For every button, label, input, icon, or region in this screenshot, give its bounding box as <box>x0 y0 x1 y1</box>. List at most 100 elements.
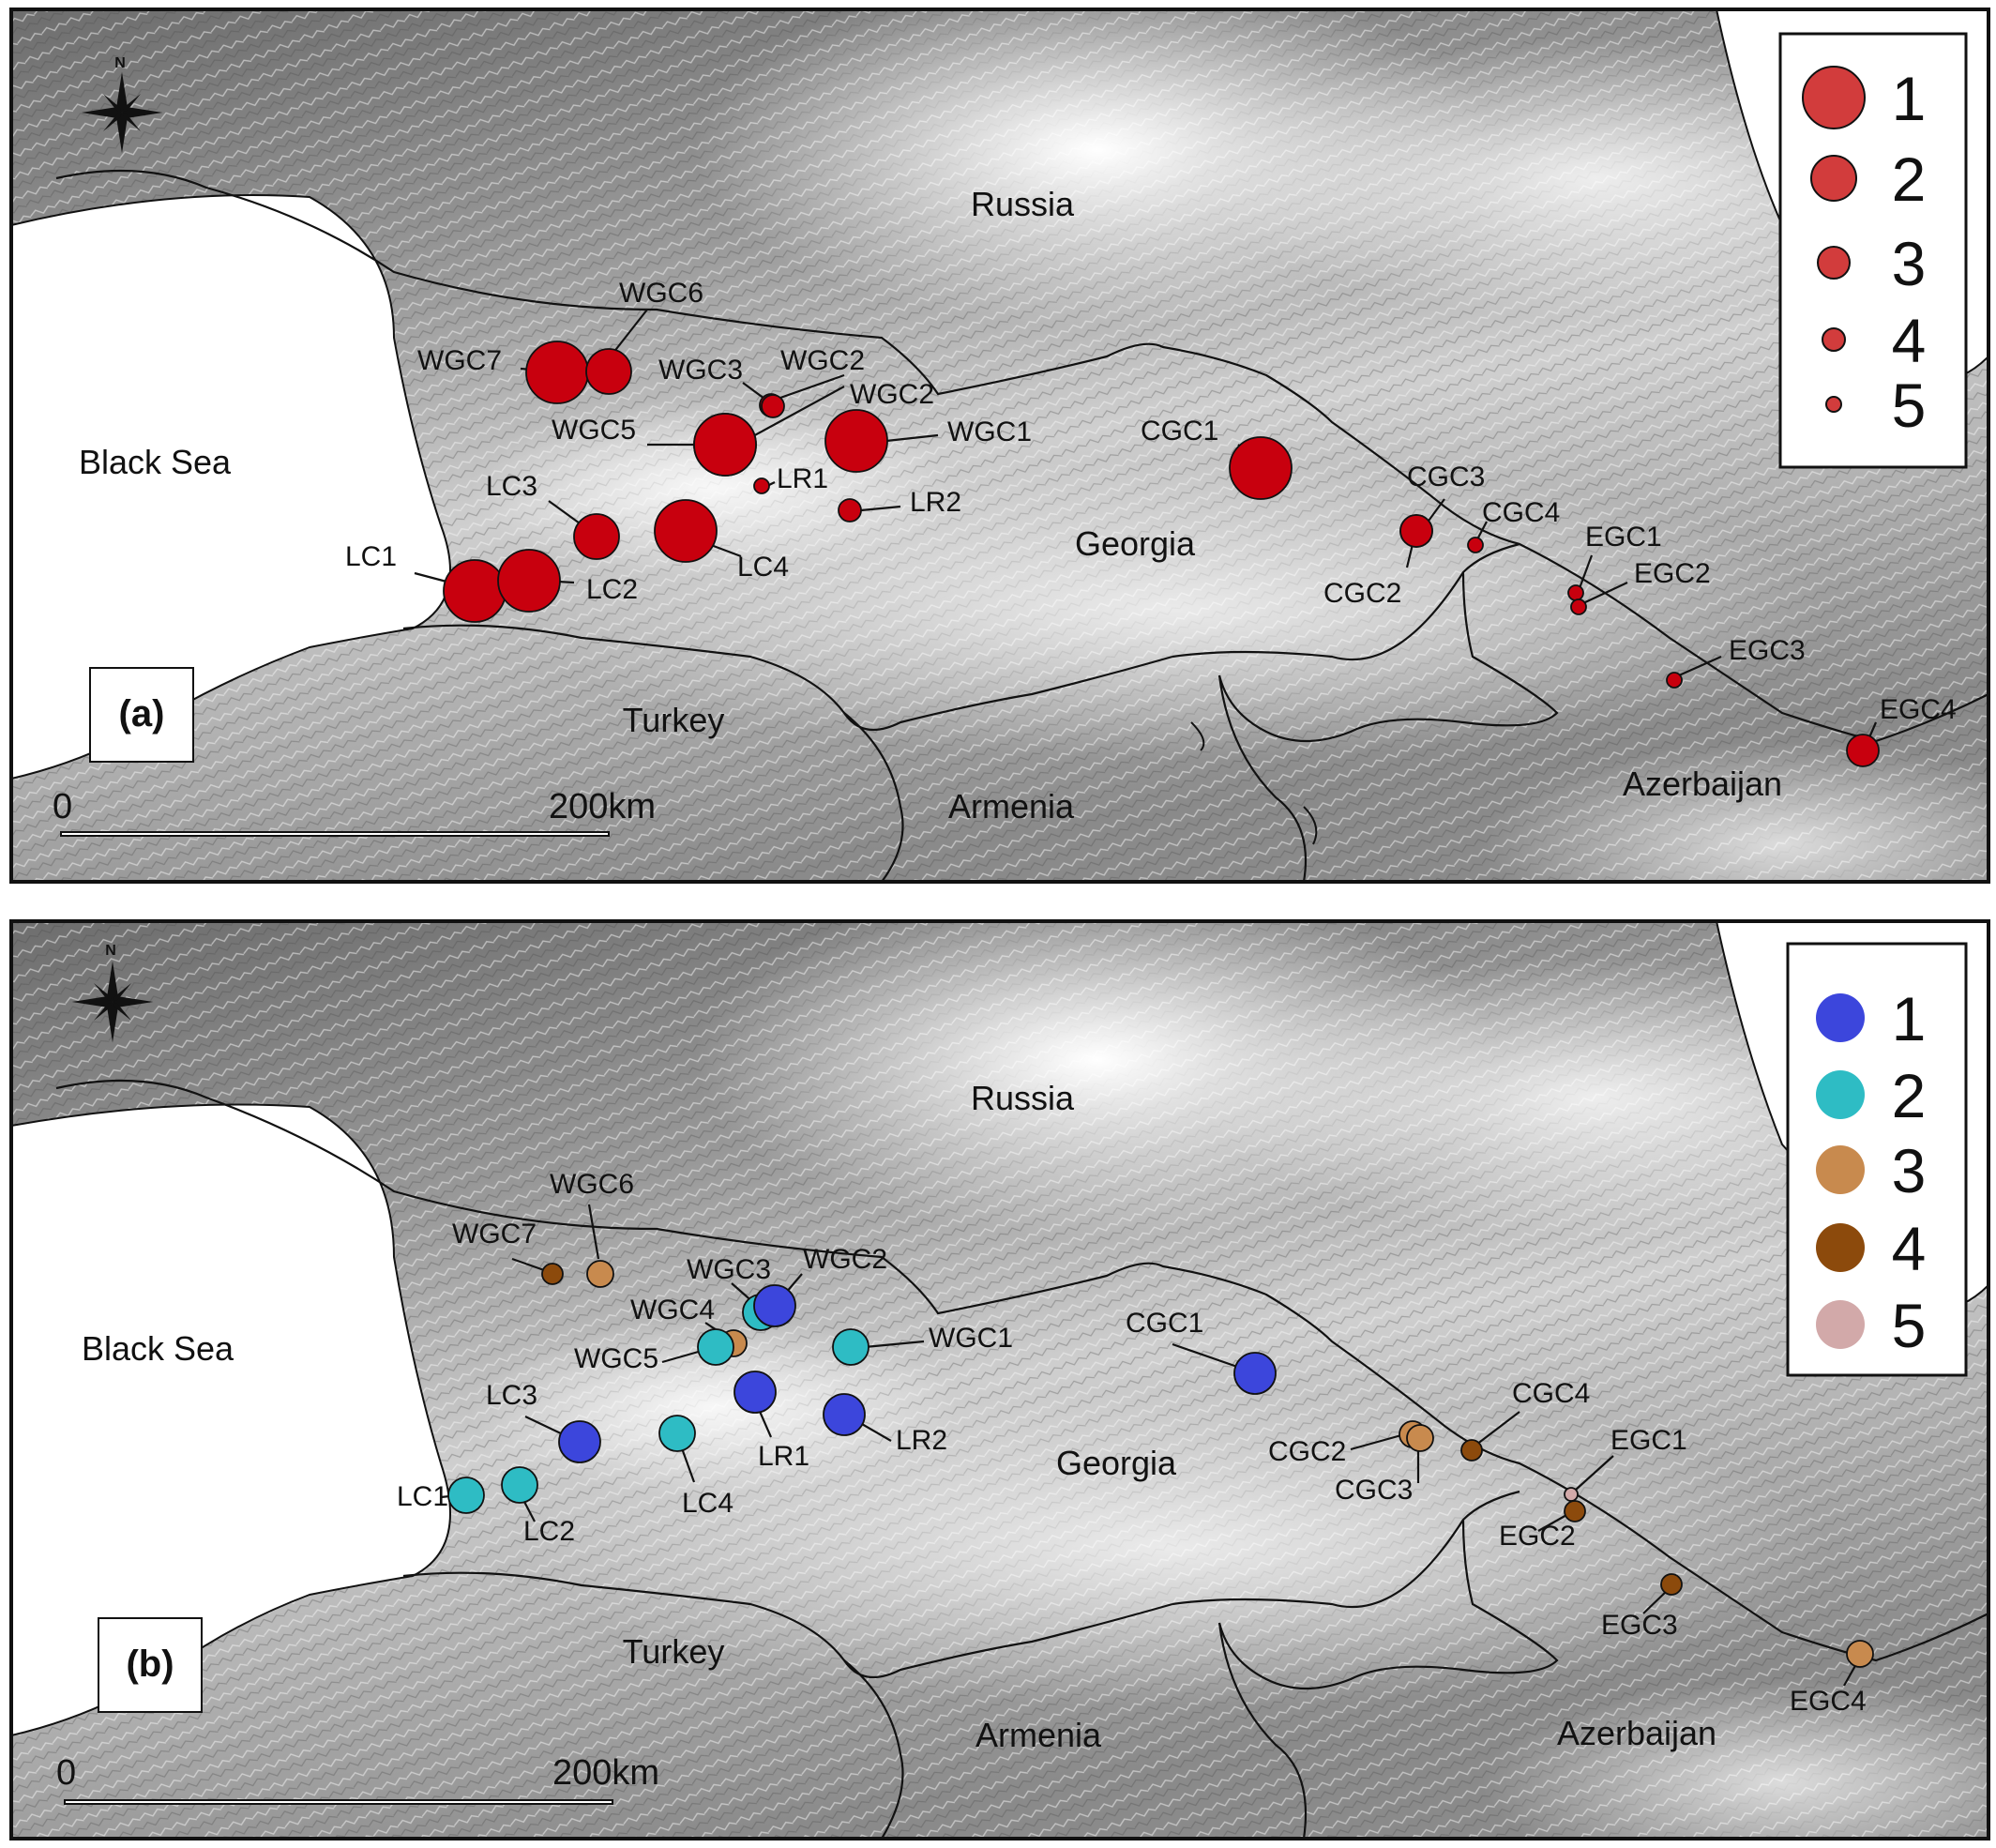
site-leader-line <box>1678 655 1722 677</box>
site-label: CGC2 <box>1323 578 1401 609</box>
site-leader-line <box>1575 1455 1614 1491</box>
site-leader-line <box>1476 521 1488 540</box>
legend-label: 1 <box>1892 984 1927 1053</box>
legend-marker <box>1816 1145 1865 1194</box>
site-leader-line <box>1172 1342 1241 1370</box>
site-wgc2: WGC2 <box>753 1244 887 1327</box>
panel-tag-a: (a) <box>119 693 165 735</box>
site-egc2: EGC2 <box>1499 1500 1586 1552</box>
site-marker <box>1570 598 1587 615</box>
site-leader-line <box>1350 1433 1402 1451</box>
site-label: WGC2 <box>803 1244 887 1275</box>
site-label: WGC1 <box>947 417 1032 447</box>
legend-box-b <box>1786 942 1968 1377</box>
site-label: WGC4 <box>630 1295 715 1325</box>
scale-bar-a: 0 200km <box>53 787 656 837</box>
site-label: WGC3 <box>687 1254 771 1285</box>
site-marker <box>1229 436 1293 500</box>
site-marker <box>1399 514 1433 548</box>
site-marker <box>1846 734 1880 767</box>
legend-marker <box>1816 993 1865 1042</box>
scale-end-a: 200km <box>549 787 656 826</box>
site-cgc4: CGC4 <box>1460 1378 1590 1462</box>
legend-marker <box>1825 396 1842 413</box>
site-marker <box>658 1415 696 1452</box>
site-marker <box>1567 584 1584 601</box>
site-cgc1: CGC1 <box>1126 1308 1277 1395</box>
legend-label: 3 <box>1892 229 1927 298</box>
scale-start-a: 0 <box>53 787 72 826</box>
site-leader-line <box>1578 554 1594 589</box>
site-label: CGC1 <box>1141 416 1218 447</box>
site-marker <box>761 394 785 418</box>
site-egc4: EGC4 <box>1846 694 1957 767</box>
site-label: CGC2 <box>1268 1436 1346 1467</box>
site-marker <box>1460 1439 1483 1462</box>
site-egc2: EGC2 <box>1570 558 1711 615</box>
legend-label: 4 <box>1892 1214 1927 1283</box>
site-label: LR2 <box>910 487 961 518</box>
site-wgc7: WGC7 <box>452 1219 564 1285</box>
site-label: LC4 <box>682 1488 733 1519</box>
site-marker <box>1564 1487 1579 1502</box>
place-turkey: Turkey <box>623 1632 725 1671</box>
legend-marker <box>1810 155 1857 202</box>
legend-entry: 1 <box>1802 64 1926 133</box>
panel-tag-b: (b) <box>126 1644 174 1685</box>
border-georgia-turkey-b <box>402 1571 1173 1679</box>
border-georgia-azerbaijan-b <box>1172 1490 1559 1690</box>
site-wgc1: WGC1 <box>824 409 1032 473</box>
legend-marker <box>1822 327 1846 352</box>
north-arrow-icon: N <box>81 55 163 154</box>
site-marker <box>693 413 757 477</box>
terrain-b <box>11 921 1988 1839</box>
site-marker <box>753 477 770 494</box>
north-label: N <box>114 55 126 71</box>
legend-label: 4 <box>1892 306 1927 375</box>
site-label: WGC7 <box>417 345 502 376</box>
site-label: WGC6 <box>550 1169 634 1200</box>
legend-entry: 3 <box>1816 1136 1926 1205</box>
site-marker <box>447 1477 485 1514</box>
site-lc1: LC1 <box>397 1477 485 1514</box>
site-label: EGC3 <box>1601 1610 1678 1641</box>
site-lc4: LC4 <box>658 1415 733 1519</box>
site-marker <box>525 341 589 404</box>
site-leader-line <box>885 433 939 443</box>
site-label: CGC3 <box>1335 1475 1413 1506</box>
site-label: LC2 <box>523 1516 575 1547</box>
site-marker <box>733 1371 777 1414</box>
place-russia: Russia <box>971 1079 1075 1117</box>
site-marker <box>1846 1640 1874 1668</box>
site-label: CGC1 <box>1126 1308 1203 1339</box>
site-label: WGC3 <box>658 355 743 386</box>
site-marker <box>443 559 507 623</box>
site-label: LC2 <box>586 574 638 605</box>
site-wgc5: WGC5 <box>574 1328 734 1374</box>
site-label: WGC6 <box>619 278 703 309</box>
site-label: EGC2 <box>1634 558 1711 589</box>
site-marker <box>1564 1500 1586 1522</box>
legend-entry: 5 <box>1816 1291 1926 1360</box>
site-leader-line <box>1537 1513 1569 1532</box>
site-marker <box>558 1420 601 1463</box>
site-label: WGC2 <box>850 379 934 410</box>
scale-bar-b: 0 200km <box>56 1753 659 1805</box>
panel-b: N Russia Black Sea Georgia Turkey Armeni… <box>9 919 1990 1840</box>
site-lc2: LC2 <box>497 549 638 613</box>
site-leader-line <box>511 1257 545 1272</box>
site-wgc6: WGC6 <box>585 278 703 395</box>
border-georgia-azerbaijan-a <box>1172 542 1559 743</box>
border-azerbaijan-south-a <box>1190 721 1318 845</box>
site-label: LC1 <box>397 1481 448 1512</box>
site-leader-line <box>587 1204 600 1260</box>
site-label: LC4 <box>737 552 789 583</box>
site-label: WGC5 <box>574 1343 658 1374</box>
site-marker <box>586 1260 614 1288</box>
site-leader-line <box>864 1340 925 1349</box>
site-leader-line <box>1475 1411 1520 1446</box>
site-marker <box>823 1393 866 1436</box>
site-label: WGC7 <box>452 1219 537 1250</box>
north-label: N <box>105 943 116 959</box>
